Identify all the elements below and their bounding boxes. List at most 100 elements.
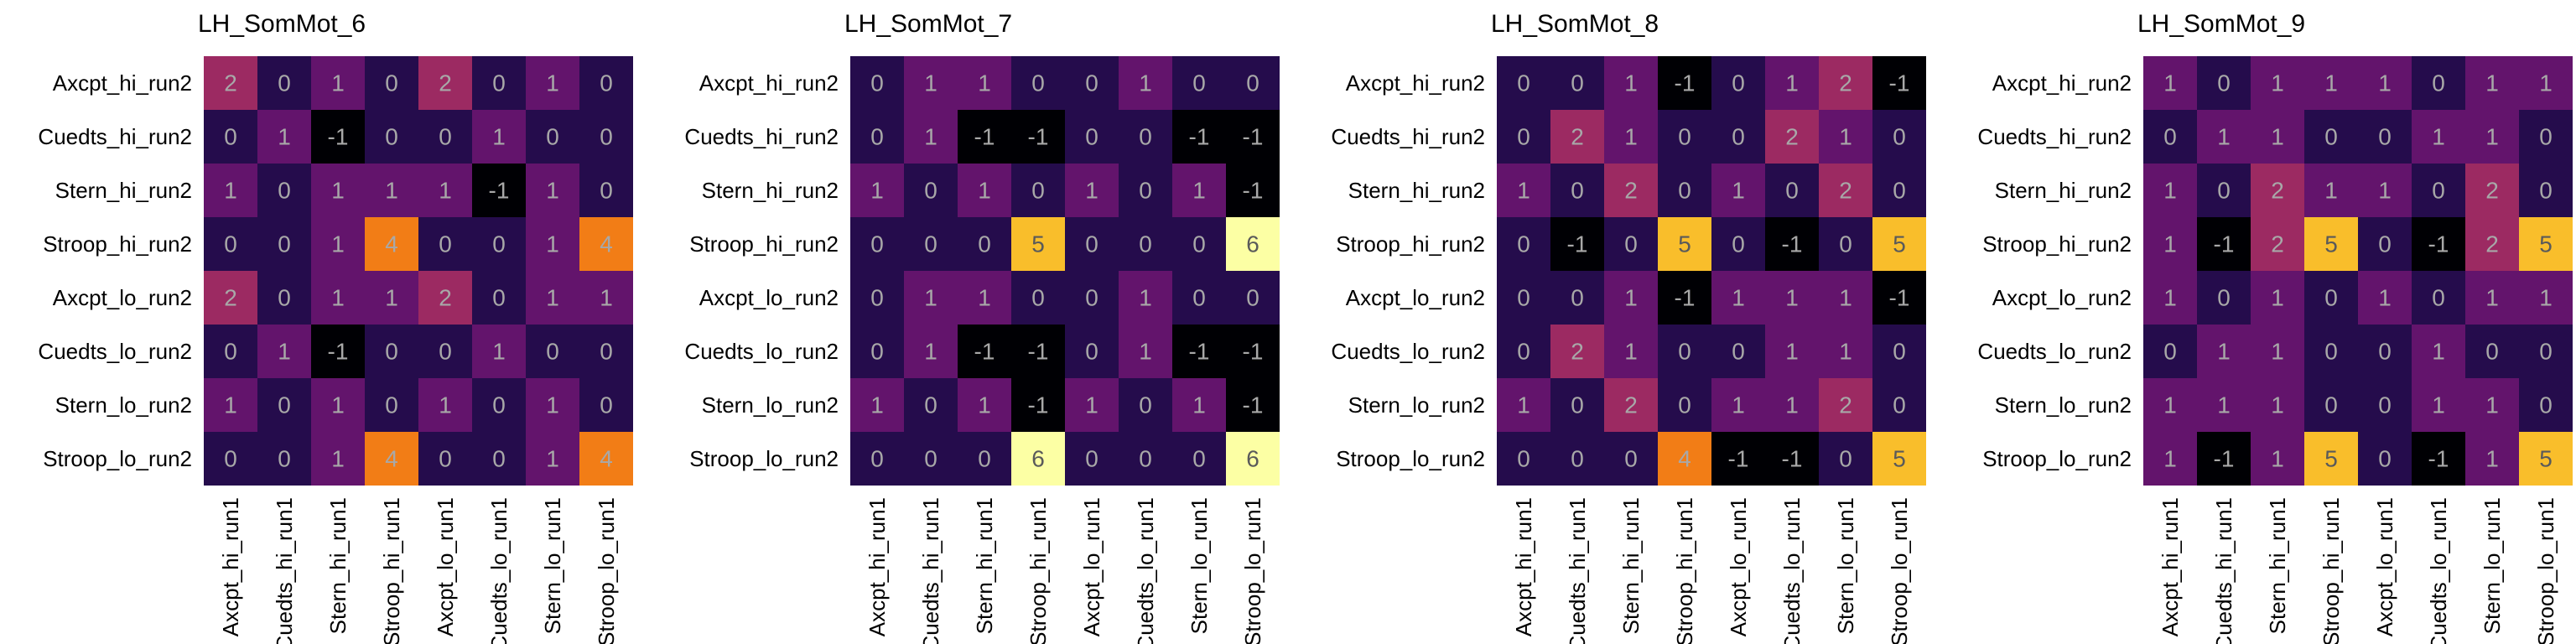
cell-value-label: 0 [2324, 339, 2338, 365]
heatmap-cell [1765, 217, 1819, 271]
heatmap-cell [1172, 271, 1226, 325]
row-tick-label: Axcpt_lo_run2 [53, 285, 192, 310]
cell-value-label: 1 [2217, 124, 2231, 150]
cell-value-label: 1 [2271, 446, 2284, 472]
row-tick-label: Stroop_lo_run2 [1982, 446, 2132, 471]
heatmap-cell [904, 110, 958, 164]
heatmap-cell [904, 217, 958, 271]
cell-value-label: 0 [1678, 339, 1691, 365]
heatmap-cell [958, 217, 1011, 271]
cell-value-label: 1 [546, 70, 559, 96]
heatmap-cell [1497, 432, 1550, 486]
cell-value-label: 2 [1839, 178, 1852, 204]
heatmap-cell [257, 432, 311, 486]
cell-value-label: 1 [600, 285, 613, 311]
cell-value-label: 0 [385, 339, 398, 365]
cell-value-label: 0 [1085, 285, 1098, 311]
column-tick-label: Cuedts_lo_run1 [486, 497, 512, 644]
heatmap-cell [850, 110, 904, 164]
cell-value-label: -1 [1675, 285, 1696, 311]
heatmap-cell [1819, 164, 1872, 217]
cell-value-label: 1 [978, 70, 991, 96]
heatmap-cell [2519, 271, 2573, 325]
heatmap-cell [1711, 432, 1765, 486]
heatmap-cell [1872, 56, 1926, 110]
cell-value-label: 0 [278, 231, 291, 257]
cell-value-label: 0 [439, 339, 452, 365]
heatmap-cell [1658, 110, 1711, 164]
cell-value-label: 2 [2271, 178, 2284, 204]
heatmap-cell [1765, 164, 1819, 217]
panel-title: LH_SomMot_8 [1491, 10, 1659, 38]
heatmap-cell [850, 378, 904, 432]
cell-value-label: 1 [1732, 285, 1745, 311]
heatmap-cell [311, 164, 365, 217]
heatmap-cell [1119, 217, 1172, 271]
heatmap-cell [579, 432, 633, 486]
cell-value-label: 0 [2163, 339, 2177, 365]
cell-value-label: -1 [1675, 70, 1696, 96]
heatmap-cell [1658, 325, 1711, 378]
heatmap-cell [2465, 110, 2519, 164]
cell-value-label: 0 [1839, 446, 1852, 472]
heatmap-cell [257, 271, 311, 325]
cell-value-label: 1 [224, 178, 237, 204]
cell-value-label: -1 [328, 339, 349, 365]
cell-value-label: 1 [2432, 392, 2445, 418]
cell-value-label: 1 [385, 178, 398, 204]
cell-value-label: 0 [870, 231, 884, 257]
column-tick-label: Stern_hi_run1 [972, 497, 997, 634]
cell-value-label: 1 [2324, 70, 2338, 96]
row-tick-label: Cuedts_hi_run2 [1977, 124, 2132, 149]
cell-value-label: 1 [2271, 339, 2284, 365]
heatmap-cell [850, 432, 904, 486]
cell-value-label: 0 [1517, 70, 1530, 96]
heatmap-cell [1172, 432, 1226, 486]
heatmap-cell [1872, 217, 1926, 271]
cell-value-label: 0 [2432, 70, 2445, 96]
heatmap-cell [1550, 432, 1604, 486]
cell-value-label: 0 [1624, 231, 1638, 257]
heatmap-cell [1065, 217, 1119, 271]
heatmap-cell [1011, 56, 1065, 110]
cell-value-label: 1 [278, 124, 291, 150]
heatmap-cell [850, 56, 904, 110]
cell-value-label: 5 [2539, 231, 2553, 257]
cell-value-label: 5 [1893, 446, 1906, 472]
heatmap-cell [1604, 378, 1658, 432]
cell-value-label: 0 [1571, 70, 1584, 96]
cell-value-label: 1 [1732, 178, 1745, 204]
heatmap-cell [850, 325, 904, 378]
cell-value-label: 0 [1517, 124, 1530, 150]
heatmap-cell [1065, 271, 1119, 325]
heatmap-cell [365, 110, 418, 164]
cell-value-label: 1 [492, 124, 506, 150]
heatmap-cell [2251, 164, 2304, 217]
cell-value-label: 0 [1246, 70, 1259, 96]
row-tick-label: Cuedts_lo_run2 [38, 339, 192, 364]
cell-value-label: 0 [2217, 70, 2231, 96]
heatmap-cell [1765, 110, 1819, 164]
heatmap-cell [2197, 432, 2251, 486]
column-tick-label: Cuedts_hi_run1 [1565, 497, 1590, 644]
heatmap-cell [1011, 325, 1065, 378]
heatmap-cell [1711, 110, 1765, 164]
column-tick-label: Axcpt_lo_run1 [433, 497, 458, 636]
cell-value-label: 1 [1732, 392, 1745, 418]
heatmap-cell [1550, 271, 1604, 325]
heatmap-cell [2304, 164, 2358, 217]
heatmap-cell [1604, 110, 1658, 164]
heatmap-cell [2251, 325, 2304, 378]
heatmap-cell [1819, 217, 1872, 271]
cell-value-label: 0 [2324, 285, 2338, 311]
heatmap-cell [1119, 56, 1172, 110]
cell-value-label: 0 [492, 231, 506, 257]
cell-value-label: 1 [492, 339, 506, 365]
column-tick-label: Stroop_hi_run1 [1672, 497, 1697, 644]
heatmap-cell [1765, 378, 1819, 432]
heatmap-cell [472, 56, 526, 110]
cell-value-label: 1 [2163, 70, 2177, 96]
cell-value-label: 0 [278, 392, 291, 418]
heatmap-cell [579, 271, 633, 325]
